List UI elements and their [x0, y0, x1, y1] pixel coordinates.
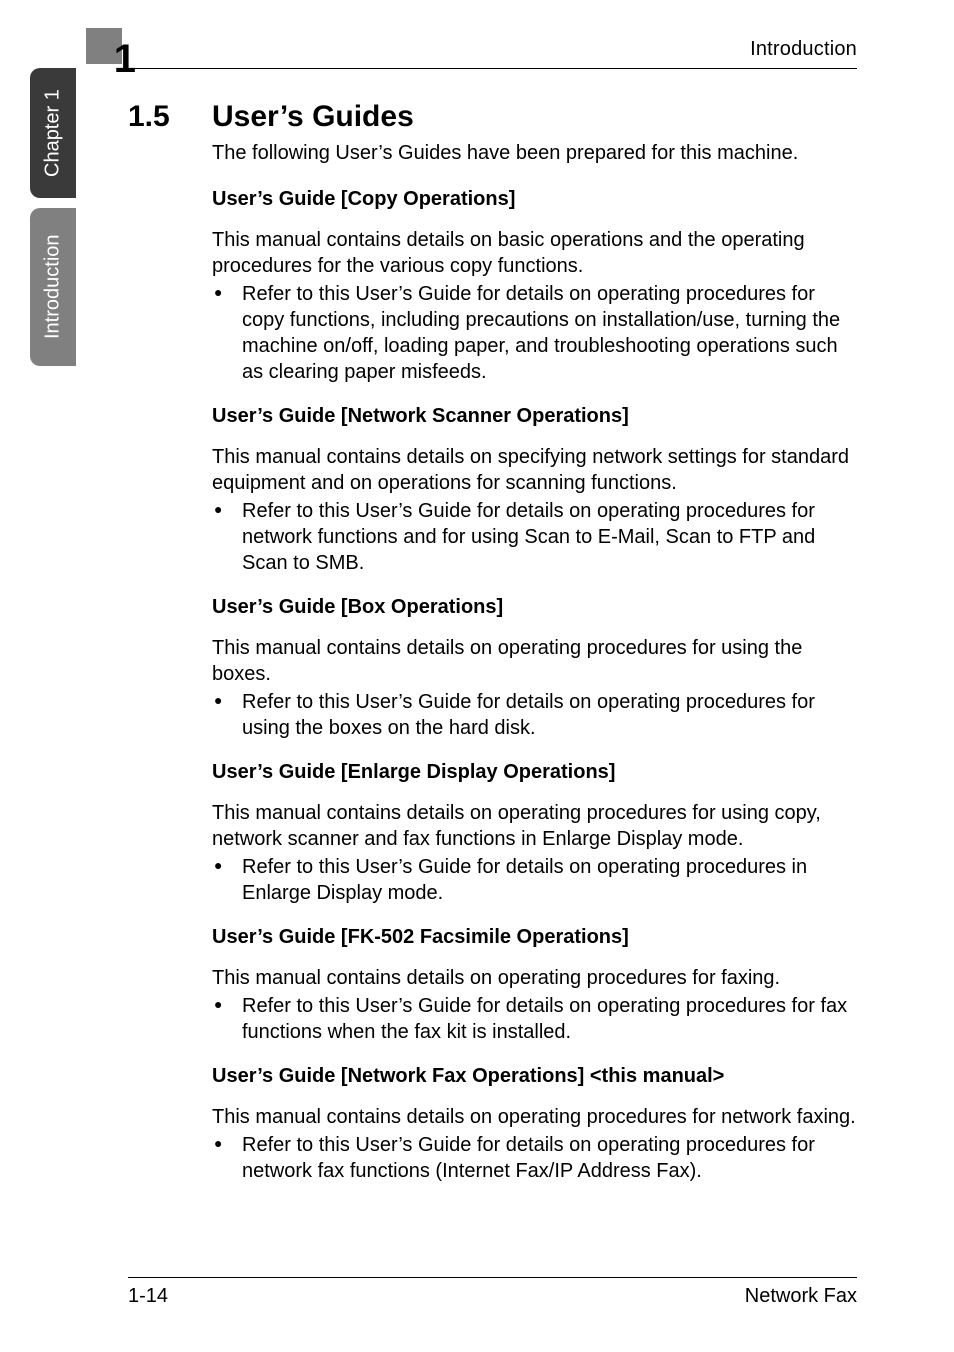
section-heading: User’s Guide [Network Fax Operations] <t…: [212, 1065, 857, 1088]
page-root: { "chapter_cube_number": "1", "running_h…: [0, 0, 954, 1352]
section-heading: User’s Guide [Box Operations]: [212, 596, 857, 619]
side-tab-chapter: Chapter 1: [30, 68, 76, 198]
section-para: This manual contains details on operatin…: [212, 1104, 857, 1130]
section-bullets: Refer to this User’s Guide for details o…: [212, 993, 857, 1045]
section-bullet: Refer to this User’s Guide for details o…: [242, 1132, 857, 1184]
side-tab-section: Introduction: [30, 208, 76, 366]
h1-row: 1.5 User’s Guides: [128, 100, 857, 134]
footer-page-number: 1-14: [128, 1285, 168, 1308]
section-heading: User’s Guide [Network Scanner Operations…: [212, 405, 857, 428]
intro-paragraph: The following User’s Guides have been pr…: [212, 140, 857, 166]
section-bullets: Refer to this User’s Guide for details o…: [212, 281, 857, 385]
section: User’s Guide [Copy Operations] This manu…: [212, 188, 857, 385]
section: User’s Guide [Network Fax Operations] <t…: [212, 1065, 857, 1184]
section-bullet: Refer to this User’s Guide for details o…: [242, 689, 857, 741]
section-bullet: Refer to this User’s Guide for details o…: [242, 854, 857, 906]
section-para: This manual contains details on operatin…: [212, 635, 857, 687]
running-head: Introduction: [750, 38, 857, 61]
section-bullet: Refer to this User’s Guide for details o…: [242, 993, 857, 1045]
section-para: This manual contains details on basic op…: [212, 227, 857, 279]
h1-title: User’s Guides: [212, 100, 414, 134]
h1-number: 1.5: [128, 100, 212, 134]
footer-doc-title: Network Fax: [745, 1285, 857, 1308]
chapter-cube-number: 1: [114, 37, 136, 82]
section: User’s Guide [Enlarge Display Operations…: [212, 761, 857, 906]
section: User’s Guide [Network Scanner Operations…: [212, 405, 857, 576]
chapter-cube: 1: [86, 28, 122, 64]
section-heading: User’s Guide [Copy Operations]: [212, 188, 857, 211]
content-column: 1.5 User’s Guides The following User’s G…: [128, 100, 857, 1204]
section-bullets: Refer to this User’s Guide for details o…: [212, 498, 857, 576]
section-bullets: Refer to this User’s Guide for details o…: [212, 689, 857, 741]
bottom-rule: [128, 1277, 857, 1278]
section-heading: User’s Guide [Enlarge Display Operations…: [212, 761, 857, 784]
section: User’s Guide [FK-502 Facsimile Operation…: [212, 926, 857, 1045]
section-bullet: Refer to this User’s Guide for details o…: [242, 498, 857, 576]
top-rule: [128, 68, 857, 69]
section-para: This manual contains details on operatin…: [212, 965, 857, 991]
section-para: This manual contains details on operatin…: [212, 800, 857, 852]
section: User’s Guide [Box Operations] This manua…: [212, 596, 857, 741]
section-bullets: Refer to this User’s Guide for details o…: [212, 1132, 857, 1184]
section-para: This manual contains details on specifyi…: [212, 444, 857, 496]
section-heading: User’s Guide [FK-502 Facsimile Operation…: [212, 926, 857, 949]
section-bullets: Refer to this User’s Guide for details o…: [212, 854, 857, 906]
section-bullet: Refer to this User’s Guide for details o…: [242, 281, 857, 385]
